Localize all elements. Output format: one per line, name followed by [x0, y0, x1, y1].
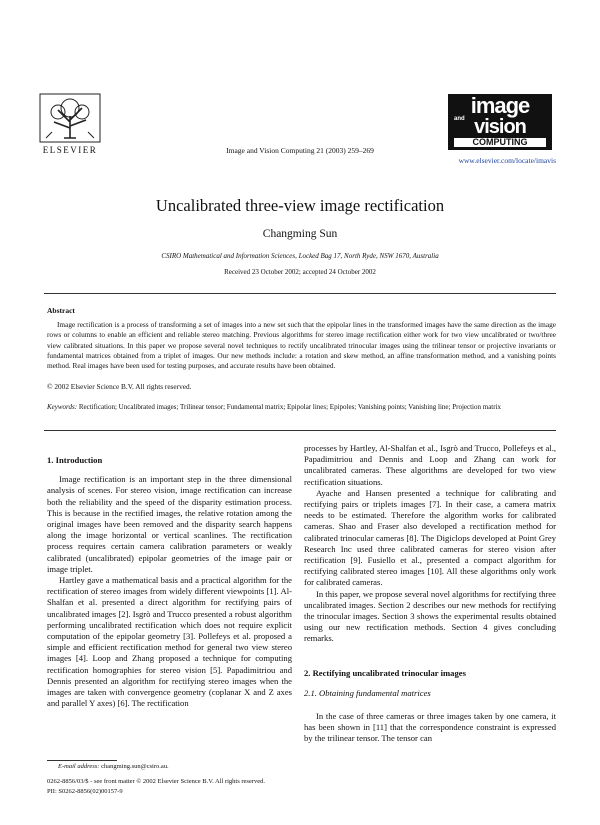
rule: [44, 293, 556, 294]
abstract-text: Image rectification is a process of tran…: [47, 320, 556, 371]
paper-title: Uncalibrated three-view image rectificat…: [155, 196, 445, 215]
footer-line: PII: S0262-8856(02)00157-9: [47, 788, 123, 795]
right-column: processes by Hartley, Al-Shalfan et al.,…: [304, 443, 556, 745]
footnote-email: changming.sun@csiro.au.: [101, 763, 169, 770]
paragraph: Hartley gave a mathematical basis and a …: [47, 575, 292, 709]
abstract-heading: Abstract: [47, 306, 75, 315]
journal-logo: image and vision COMPUTING: [448, 94, 552, 150]
journal-url[interactable]: www.elsevier.com/locate/imavis: [458, 156, 556, 165]
keywords: Keywords: Rectification; Uncalibrated im…: [47, 403, 556, 413]
paragraph: In this paper, we propose several novel …: [304, 588, 556, 644]
logo-word: COMPUTING: [454, 138, 546, 147]
logo-word: and: [454, 116, 465, 122]
footnote-rule: [47, 760, 117, 761]
affiliation: CSIRO Mathematical and Information Scien…: [161, 252, 439, 260]
subsection-heading: 2.1. Obtaining fundamental matrices: [304, 687, 431, 698]
logo-word: image: [470, 93, 531, 118]
author: Changming Sun: [262, 228, 338, 240]
publisher-logo-art: [39, 93, 101, 143]
footnote: E-mail address: changming.sun@csiro.au.: [58, 763, 169, 770]
copyright: © 2002 Elsevier Science B.V. All rights …: [47, 382, 192, 391]
paragraph: Ayache and Hansen presented a technique …: [304, 487, 556, 588]
section-heading: 1. Introduction: [47, 455, 103, 465]
paragraph: In the case of three cameras or three im…: [304, 711, 556, 744]
keywords-label: Keywords:: [47, 403, 78, 411]
keywords-text: Rectification; Uncalibrated images; Tril…: [78, 403, 502, 411]
logo-word: vision: [474, 116, 527, 138]
publisher-name: ELSEVIER: [42, 145, 98, 155]
paragraph: processes by Hartley, Al-Shalfan et al.,…: [304, 443, 556, 487]
footnote-label: E-mail address:: [58, 763, 100, 770]
paragraph: Image rectification is an important step…: [47, 474, 292, 574]
section-heading: 2. Rectifying uncalibrated trinocular im…: [304, 667, 466, 678]
left-column: 1. Introduction Image rectification is a…: [47, 455, 292, 709]
received-dates: Received 23 October 2002; accepted 24 Oc…: [224, 268, 376, 276]
footer-line: 0262-8856/03/$ - see front matter © 2002…: [47, 778, 266, 785]
rule: [44, 430, 556, 431]
journal-citation: Image and Vision Computing 21 (2003) 259…: [226, 146, 374, 155]
